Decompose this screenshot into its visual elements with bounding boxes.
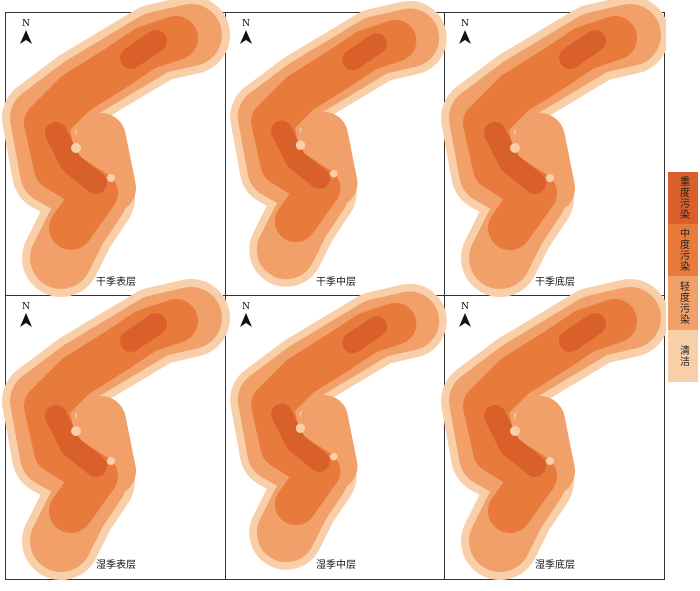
contour-map [480,35,630,258]
panel-label: 干季表层 [96,275,136,288]
panel-label: 湿季表层 [96,558,136,571]
contour-map [267,38,410,250]
north-label: N [242,302,250,312]
map-panel: N 干季表层 [20,19,191,288]
map-panel: N 干季底层 [459,19,630,288]
legend-swatch: 中度污染 [668,224,698,276]
north-arrow [240,30,252,44]
north-arrow [20,30,32,44]
legend-label: 清洁 [677,345,689,367]
contour-map [480,318,630,541]
north-arrow [459,30,471,44]
north-arrow [459,313,471,327]
map-panels: N 干季表层 N 干季中层 N 干季底层 N 湿季表层 N 湿季中层 N 湿季底层 [0,0,666,580]
legend-swatch: 轻度污染 [668,276,698,330]
north-label: N [242,19,250,29]
legend-swatch: 重度污染 [668,172,698,224]
north-label: N [461,302,469,312]
north-label: N [461,19,469,29]
map-panel: N 湿季表层 [20,302,191,571]
panel-label: 湿季底层 [535,558,575,571]
map-panel: N 干季中层 [240,19,410,288]
panel-label: 干季底层 [535,275,575,288]
north-arrow [240,313,252,327]
panel-label: 湿季中层 [316,558,356,571]
north-label: N [22,19,30,29]
north-label: N [22,302,30,312]
panel-label: 干季中层 [316,275,356,288]
legend-label: 轻度污染 [677,281,689,325]
legend-swatch: 清洁 [668,330,698,382]
contour-map [41,318,191,541]
north-arrow [20,313,32,327]
legend-label: 中度污染 [677,228,689,272]
map-panel: N 湿季底层 [459,302,630,571]
contour-map [267,321,410,533]
contour-map [41,35,191,258]
map-panel: N 湿季中层 [240,302,410,571]
legend-label: 重度污染 [677,176,689,220]
